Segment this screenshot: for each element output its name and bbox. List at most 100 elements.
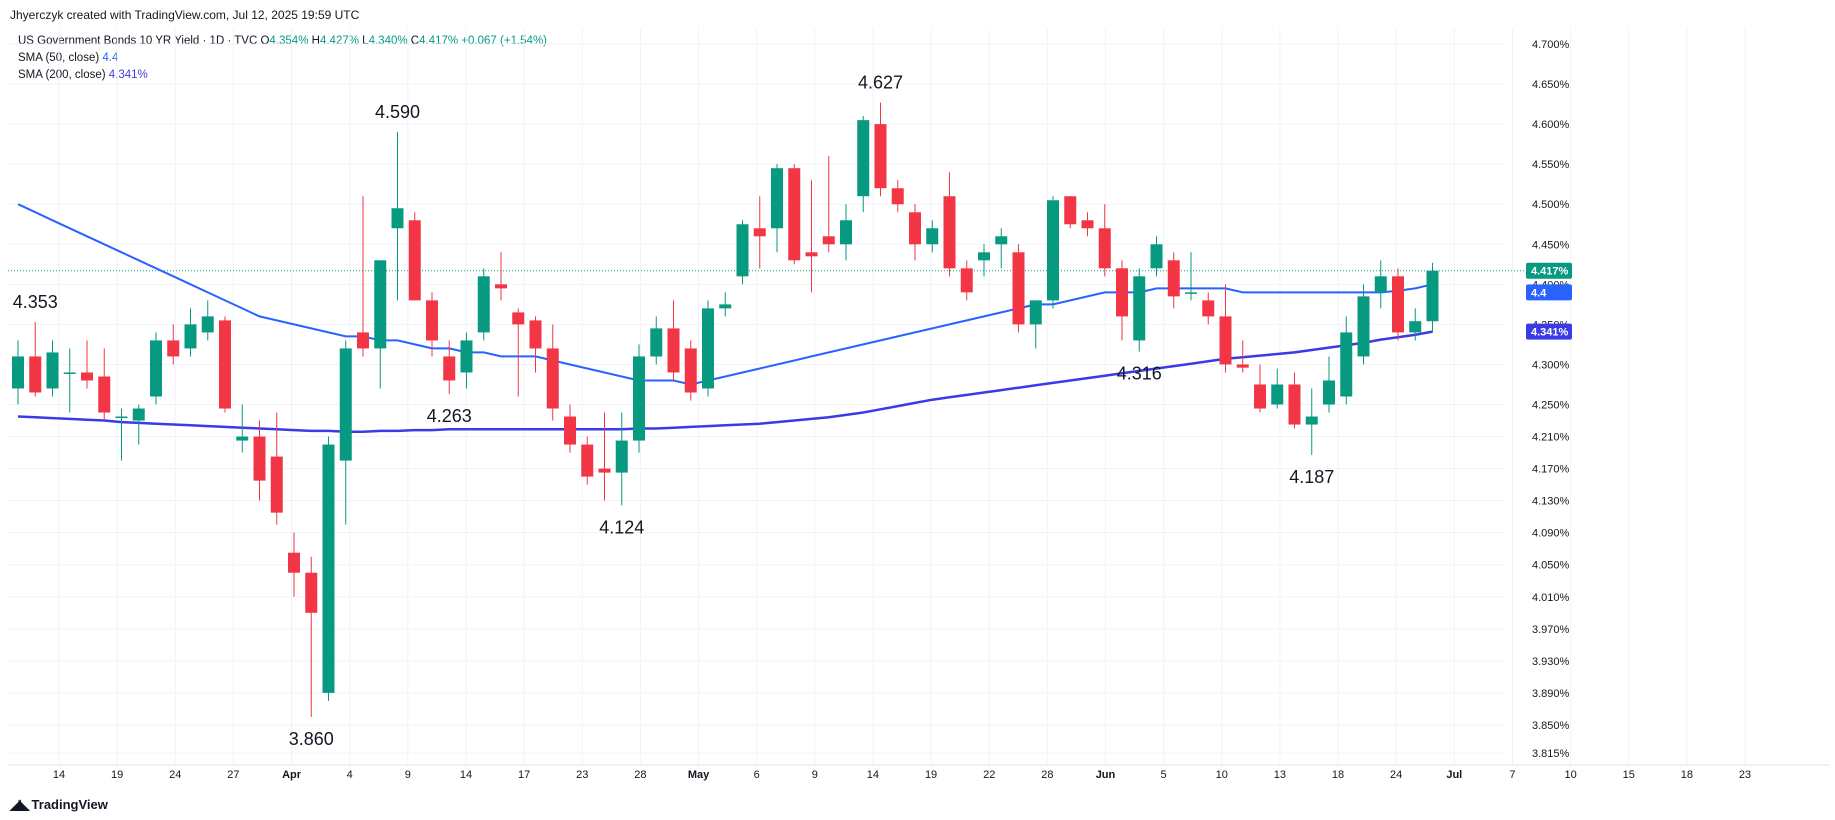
candlestick-chart[interactable]: 4.700%4.650%4.600%4.550%4.500%4.450%4.40… (0, 0, 1835, 790)
candle (909, 204, 921, 261)
tradingview-brand: TradingView (31, 797, 108, 812)
candle-body (1271, 384, 1284, 405)
candle (702, 300, 714, 397)
candle-body (288, 552, 300, 573)
candle (788, 164, 801, 265)
candle-body (564, 416, 576, 445)
candle-body (512, 312, 525, 325)
candle (1185, 252, 1197, 301)
candle-body (788, 168, 801, 261)
candle-body (477, 276, 490, 333)
candle-body (1029, 300, 1042, 325)
candle (1202, 292, 1215, 325)
candle-body (598, 468, 611, 473)
candle-body (736, 224, 749, 277)
candle (81, 340, 93, 389)
x-tick-label: Jul (1446, 769, 1462, 781)
candle-body (339, 348, 352, 461)
candle (1064, 196, 1077, 229)
x-tick-label: Jun (1096, 769, 1116, 781)
candle-body (529, 320, 542, 349)
candle-body (822, 236, 835, 245)
candle-body (46, 352, 59, 389)
x-tick-label: 10 (1564, 769, 1576, 781)
candle (1271, 368, 1284, 409)
candle-body (115, 416, 128, 419)
x-tick-label: 7 (1509, 769, 1515, 781)
y-tick-label: 4.650% (1532, 79, 1570, 91)
sma200-line (17, 330, 1433, 433)
price-annotation: 3.860 (289, 729, 334, 749)
x-tick-label: 28 (1041, 769, 1053, 781)
candle-body (460, 340, 473, 373)
candle (305, 556, 318, 717)
price-annotation: 4.124 (599, 517, 644, 537)
price-annotation: 4.353 (13, 292, 58, 312)
candle-body (12, 356, 24, 389)
candle (115, 408, 128, 461)
x-tick-label: 6 (754, 769, 760, 781)
candle-body (960, 268, 973, 293)
x-tick-label: 24 (1390, 769, 1402, 781)
candle (753, 196, 766, 269)
candle (460, 332, 473, 389)
candle-body (1133, 276, 1146, 341)
legend-sma200-value: 4.341% (108, 69, 148, 81)
candle-body (546, 348, 559, 409)
candle (477, 268, 490, 341)
y-tick-label: 4.210% (1532, 432, 1570, 444)
x-tick-label: 28 (634, 769, 646, 781)
candle (98, 348, 111, 421)
axis-price-label-text: 4.4 (1531, 287, 1547, 299)
candle (1357, 284, 1370, 365)
candle (1029, 300, 1042, 349)
tradingview-logo[interactable]: ◢◣ TradingView (10, 796, 108, 813)
price-annotations: 4.353 4.590 3.860 4.263 4.124 4.627 4.316 4.187 (13, 73, 1335, 749)
candle-body (684, 348, 697, 393)
candle-body (1185, 292, 1197, 294)
candle-body (357, 332, 369, 349)
candle-body (495, 284, 507, 289)
candle-body (236, 436, 249, 441)
candle (1340, 316, 1353, 405)
candle (771, 164, 783, 253)
candle (978, 244, 990, 277)
candle-body (719, 304, 732, 309)
x-tick-label: 14 (53, 769, 65, 781)
x-tick-label: 17 (518, 769, 530, 781)
candle (805, 180, 818, 293)
candle (236, 404, 249, 453)
legend-sma200-label[interactable]: SMA (200, close) (18, 69, 106, 81)
price-axis[interactable]: 4.700%4.650%4.600%4.550%4.500%4.450%4.40… (1532, 39, 1570, 760)
candle (615, 412, 628, 506)
candle-body (1357, 296, 1370, 357)
candle (150, 332, 162, 405)
candle-body (874, 124, 887, 189)
candle-body (840, 220, 852, 245)
candle-body (374, 260, 387, 349)
candle-body (978, 252, 990, 261)
y-tick-label: 4.600% (1532, 119, 1570, 131)
time-axis[interactable]: 14 19 24 27 Apr 4 9 14 17 23 28 May 6 9 14 19 22 28 Jun 5 10… (53, 769, 1751, 781)
candle (1150, 236, 1163, 277)
x-tick-label: Apr (282, 769, 302, 781)
candle (874, 102, 887, 197)
candle-body (805, 252, 818, 257)
candle (926, 220, 939, 253)
candle (960, 260, 973, 301)
candle-body (305, 572, 318, 613)
candle-body (426, 300, 438, 341)
legend-sma200-row[interactable]: SMA (200, close) 4.341% (18, 67, 547, 84)
candle-body (1150, 244, 1163, 269)
candle (374, 260, 387, 389)
candle (1305, 388, 1318, 455)
candle-body (581, 444, 594, 477)
legend-open-label: O (260, 35, 270, 47)
candle (719, 292, 732, 317)
candle (1219, 284, 1232, 373)
legend-low-label: L (362, 35, 369, 47)
candle (1323, 356, 1335, 413)
price-annotation: 4.627 (858, 73, 903, 93)
candle-body (322, 444, 335, 693)
candle-body (1236, 364, 1249, 368)
